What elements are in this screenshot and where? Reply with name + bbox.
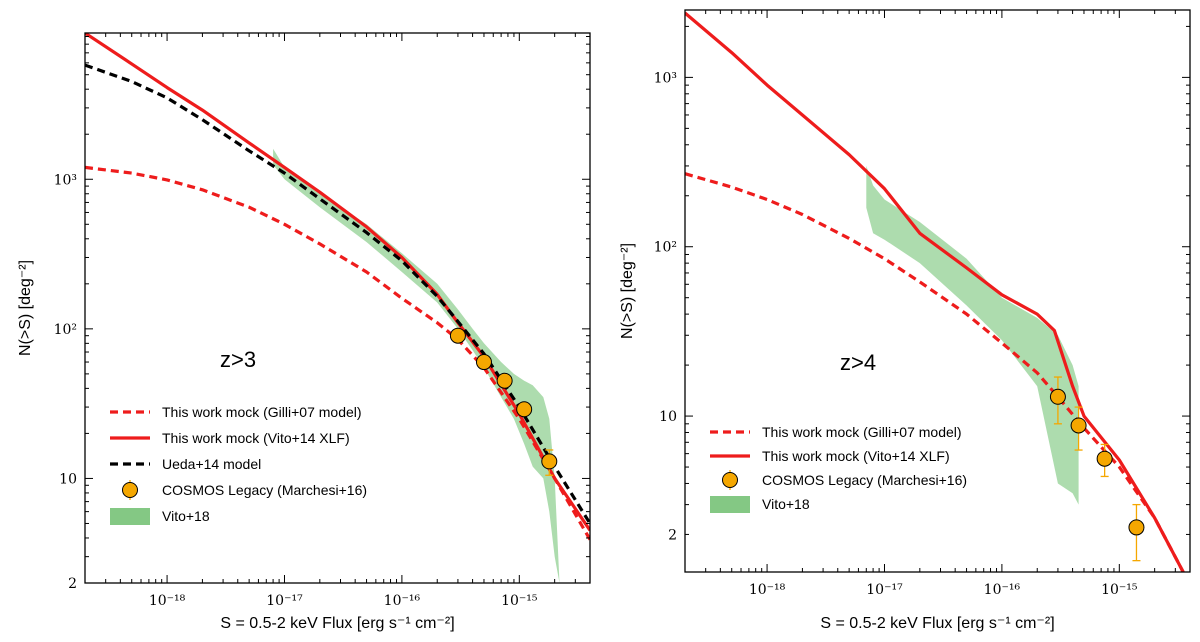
data-point <box>1128 519 1145 536</box>
redshift-annotation: z>4 <box>840 350 876 375</box>
y-tick-label: 10³ <box>654 70 677 86</box>
x-tick-label: 10⁻¹⁷ <box>866 582 903 598</box>
x-tick-label: 10⁻¹⁸ <box>749 582 786 598</box>
x-axis-label: S = 0.5-2 keV Flux [erg s⁻¹ cm⁻²] <box>220 615 454 632</box>
data-point <box>449 327 466 344</box>
x-tick-label: 10⁻¹⁶ <box>984 582 1021 598</box>
x-tick-label: 10⁻¹⁵ <box>1101 582 1138 598</box>
y-tick-label: 10² <box>654 240 677 256</box>
plot-area <box>85 33 590 583</box>
y-axis-label: N(>S) [deg⁻²] <box>619 243 636 339</box>
y-tick-label: 10² <box>54 322 77 338</box>
y-tick-label: 10 <box>59 471 77 487</box>
legend-label: COSMOS Legacy (Marchesi+16) <box>762 472 967 488</box>
legend-label: This work mock (Vito+14 XLF) <box>762 448 950 464</box>
data-point <box>1049 388 1066 405</box>
legend-label: Vito+18 <box>762 496 810 512</box>
y-tick-label: 2 <box>68 576 77 592</box>
legend-label: This work mock (Gilli+07 model) <box>762 424 962 440</box>
y-tick-label: 10³ <box>54 172 77 188</box>
series-line-0 <box>85 165 590 541</box>
right-panel-z4: 10⁻¹⁸ 10⁻¹⁷ 10⁻¹⁶ 10⁻¹⁵ 2 10 10² 10³ S = 0.5-2 k… <box>619 9 1191 632</box>
series-line-0 <box>685 172 1185 572</box>
legend-label: Vito+18 <box>162 508 210 524</box>
legend-label: COSMOS Legacy (Marchesi+16) <box>162 482 367 498</box>
plot-frame <box>84 32 591 584</box>
legend-band-swatch <box>110 508 150 525</box>
x-axis-label: S = 0.5-2 keV Flux [erg s⁻¹ cm⁻²] <box>820 615 1054 632</box>
series-line-1 <box>85 33 590 532</box>
data-point <box>1096 450 1113 467</box>
plot-frame <box>684 9 1191 573</box>
vito18-band <box>866 165 1079 505</box>
x-tick-label: 10⁻¹⁵ <box>501 593 538 609</box>
y-tick-label: 2 <box>668 527 677 543</box>
series-line-1 <box>685 11 1185 572</box>
x-tick-label: 10⁻¹⁷ <box>266 593 303 609</box>
legend: This work mock (Gilli+07 model) This work… <box>710 424 967 513</box>
legend-point-swatch <box>122 482 138 498</box>
legend-label: Ueda+14 model <box>162 456 261 472</box>
data-point <box>496 372 513 389</box>
legend: This work mock (Gilli+07 model) This work… <box>110 404 367 525</box>
data-point <box>541 453 558 470</box>
redshift-annotation: z>3 <box>220 347 256 372</box>
data-point <box>1070 417 1087 434</box>
vito18-band <box>273 148 560 583</box>
legend-label: This work mock (Vito+14 XLF) <box>162 430 350 446</box>
left-panel-z3: 10⁻¹⁸ 10⁻¹⁷ 10⁻¹⁶ 10⁻¹⁵ 2 10 10² 10³ S = 0.5-2 k… <box>17 32 591 632</box>
y-axis-label: N(>S) [deg⁻²] <box>17 260 34 356</box>
series-line-2 <box>85 63 590 525</box>
plot-area <box>685 11 1185 572</box>
legend-label: This work mock (Gilli+07 model) <box>162 404 362 420</box>
legend-band-swatch <box>710 496 750 513</box>
y-tick-label: 10 <box>659 409 677 425</box>
data-point <box>516 401 533 418</box>
x-tick-label: 10⁻¹⁸ <box>149 593 186 609</box>
x-tick-label: 10⁻¹⁶ <box>384 593 421 609</box>
legend-point-swatch <box>722 472 738 488</box>
data-point <box>475 354 492 371</box>
